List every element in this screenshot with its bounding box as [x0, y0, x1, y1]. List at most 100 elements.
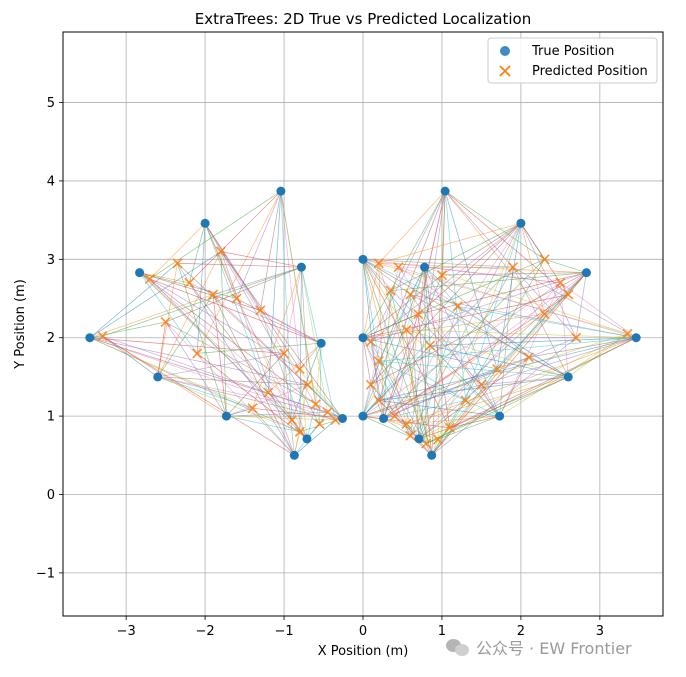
- connection-line: [499, 333, 628, 417]
- connection-line: [157, 321, 166, 377]
- true-position-marker: [358, 411, 368, 421]
- connection-line: [89, 337, 308, 386]
- predicted-position-marker: [413, 309, 424, 320]
- predicted-position-marker: [247, 403, 258, 414]
- connection-line: [424, 266, 561, 284]
- predicted-position-marker: [507, 262, 519, 273]
- connection-line: [157, 294, 214, 378]
- connection-line: [410, 294, 637, 339]
- connection-line: [165, 321, 227, 417]
- predicted-position-marker: [373, 395, 384, 406]
- legend-marker-predicted-position: [499, 65, 511, 77]
- predicted-marker-stroke: [231, 293, 242, 304]
- predicted-marker-stroke: [460, 395, 471, 406]
- connection-line: [139, 272, 269, 393]
- connection-line: [362, 259, 380, 401]
- connection-line: [362, 290, 391, 338]
- connection-line: [362, 259, 529, 358]
- x-tick-label: 1: [438, 624, 446, 639]
- predicted-position-marker: [255, 305, 266, 316]
- x-tick-label: −2: [196, 624, 215, 639]
- y-tick-label: 5: [47, 96, 55, 111]
- predicted-marker-stroke: [373, 258, 384, 269]
- chart-title: ExtraTrees: 2D True vs Predicted Localiz…: [195, 10, 531, 28]
- connection-line: [89, 337, 253, 409]
- connection-line: [449, 376, 569, 429]
- connection-line: [226, 415, 300, 433]
- connection-line: [370, 341, 384, 419]
- connection-line: [362, 337, 498, 370]
- connection-line: [362, 259, 380, 362]
- predicted-position-marker: [365, 336, 376, 347]
- x-tick-label: 3: [596, 624, 604, 639]
- connection-line: [188, 223, 206, 283]
- connection-line: [441, 191, 446, 276]
- predicted-marker-stroke: [405, 289, 416, 300]
- predicted-marker-stroke: [444, 422, 455, 433]
- connection-line: [102, 335, 295, 456]
- true-position-marker: [440, 186, 450, 196]
- connection-line: [444, 190, 569, 295]
- connection-line: [406, 376, 569, 425]
- predicted-position-marker: [373, 356, 384, 367]
- true-position-marker: [379, 413, 389, 423]
- connection-line: [280, 191, 293, 421]
- connection-line: [260, 191, 282, 311]
- connection-line: [252, 408, 295, 456]
- connection-line: [544, 272, 587, 315]
- connection-line: [220, 251, 295, 456]
- predicted-position-marker: [405, 289, 416, 300]
- connection-line: [390, 222, 522, 291]
- connection-line: [378, 361, 420, 440]
- connection-line: [394, 272, 587, 417]
- connection-line: [520, 223, 545, 315]
- connection-line: [306, 404, 316, 439]
- connection-line: [496, 223, 522, 370]
- x-tick-label: −1: [274, 624, 293, 639]
- connection-line: [512, 266, 637, 339]
- connection-line: [157, 376, 328, 413]
- predicted-marker-stroke: [373, 356, 384, 367]
- connection-line: [520, 223, 577, 338]
- predicted-position-marker: [294, 364, 305, 375]
- connection-line: [431, 337, 577, 456]
- predicted-position-marker: [278, 348, 290, 359]
- watermark-text: 公众号 · EW Frontier: [476, 639, 632, 658]
- connection-line: [457, 306, 637, 339]
- connection-line: [220, 251, 302, 268]
- connection-line: [449, 337, 637, 429]
- predicted-marker-stroke: [310, 399, 321, 410]
- connection-line: [410, 294, 569, 378]
- connection-line: [102, 335, 227, 417]
- true-position-marker: [563, 372, 573, 382]
- connection-lines: [89, 190, 637, 456]
- connection-line: [370, 384, 432, 456]
- connection-line: [418, 282, 561, 440]
- connection-line: [294, 419, 336, 456]
- true-position-marker: [153, 372, 163, 382]
- connection-line: [444, 190, 545, 260]
- axis-ticks: −3 −2 −1 0 1 2 3 −1 0 1 2 3 4 5: [36, 96, 604, 639]
- true-position-marker: [358, 254, 368, 264]
- predicted-marker-stroke: [278, 348, 290, 359]
- connection-line: [424, 267, 427, 444]
- predicted-marker-stroke: [571, 332, 582, 343]
- true-position-marker: [631, 333, 641, 343]
- connection-line: [204, 223, 269, 393]
- true-position-marker: [337, 413, 347, 423]
- predicted-position-marker: [460, 395, 471, 406]
- connection-line: [417, 314, 433, 456]
- connection-line: [406, 337, 637, 425]
- predicted-marker-stroke: [322, 407, 333, 418]
- wechat-icon: [446, 637, 470, 657]
- connection-line: [418, 272, 587, 315]
- connection-line: [102, 335, 158, 378]
- connection-line: [370, 223, 522, 385]
- true-position-marker: [316, 338, 326, 348]
- connection-line: [139, 272, 261, 311]
- connection-line: [204, 223, 301, 370]
- y-tick-label: 0: [47, 488, 55, 503]
- connection-line: [437, 191, 446, 440]
- connection-line: [89, 337, 285, 354]
- connection-line: [236, 190, 282, 299]
